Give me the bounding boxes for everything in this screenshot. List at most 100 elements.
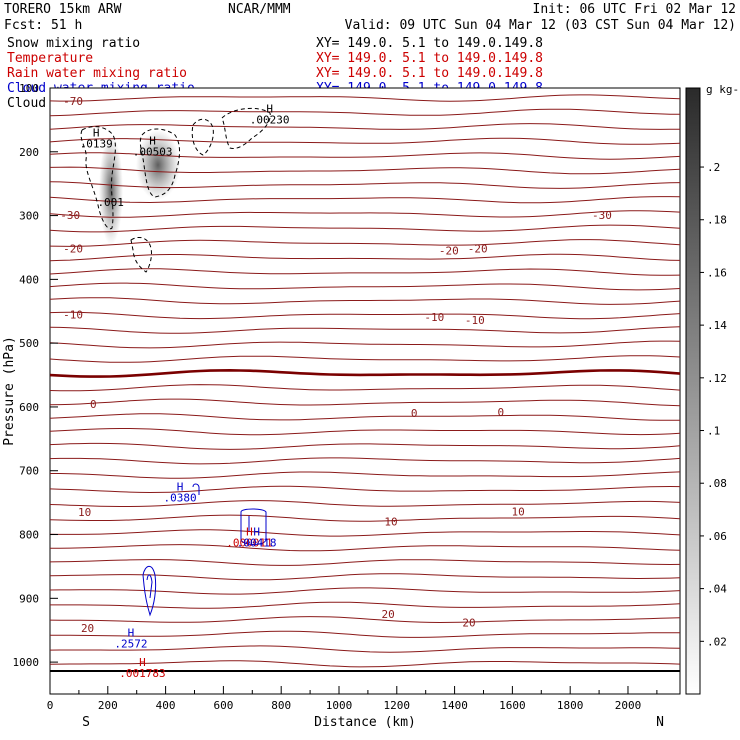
temperature-label: -10 [63,308,83,321]
field-legend-xy: XY= 149.0. 5.1 to 149.0.149.8 [316,66,543,81]
x-tick-label: 200 [98,699,118,712]
x-axis: 0 200 400 600 800 1000 1200 1400 1600 1800 2000 [47,686,658,712]
colorbar-tick-label: .18 [707,214,727,227]
org-label: NCAR/MMM [228,2,291,17]
colorbar-tick-label: .04 [707,583,727,596]
temperature-label: 0 [498,406,505,419]
field-legend-xy: XY= 149.0. 5.1 to 149.0.149.8 [316,36,543,51]
ice-contour-1 [80,126,116,230]
ice-contours [80,107,271,273]
maximum-marker: H [128,626,135,639]
isotherm [50,559,680,566]
maximum-value: .00503 [133,146,173,159]
y-tick-label: 300 [19,210,39,223]
maximum-value: .00230 [250,114,290,127]
y-tick-label: 1000 [13,656,40,669]
maximum-value: .000011 [226,537,272,550]
maximum-value: .2572 [114,637,147,650]
isotherm [50,326,680,334]
cloud-water-contour-1 [192,483,200,495]
temperature-label: 10 [384,516,397,529]
temperature-label: 10 [512,505,525,518]
maximum-marker: H [177,480,184,493]
maximum-marker: H [149,135,156,148]
maximum-marker: H [266,103,273,116]
valid-time-label: Valid: 09 UTC Sun 04 Mar 12 (03 CST Sun … [345,18,736,33]
isotherm [50,152,680,160]
isotherm [50,630,680,638]
isotherm [50,268,680,276]
zero-isotherm [50,368,680,378]
isotherm [50,601,680,609]
isotherm [50,108,680,117]
isotherm [50,616,680,624]
y-axis-title: Pressure (hPa) [2,336,17,446]
ice-contour-2 [139,128,180,198]
maximum-value: .001 [97,196,124,209]
isotherm [50,181,680,189]
chart-header: TORERO 15km ARW NCAR/MMM Init: 06 UTC Fr… [4,2,736,33]
temperature-label: -10 [465,314,485,327]
isotherm [50,196,680,204]
temperature-label: -20 [468,243,488,256]
x-tick-label: 600 [213,699,233,712]
temperature-label: 0 [90,398,97,411]
isotherm [50,166,680,175]
x-tick-label: 2000 [615,699,642,712]
isotherm [50,485,680,494]
temperature-label: 20 [462,616,475,629]
x-tick-label: 1000 [326,699,353,712]
colorbar-tick-label: .12 [707,372,727,385]
temperature-label: 0 [411,407,418,420]
colorbar-ticks: .02 .04 .06 .08 .1 .12 .14 .16 .18 .2 [700,161,727,648]
y-tick-label: 700 [19,465,39,478]
ice-contour-5 [130,236,152,273]
x-axis-title: Distance (km) [314,715,416,730]
isotherm [50,645,680,653]
colorbar-tick-label: .06 [707,530,727,543]
temperature-label: -30 [60,209,80,222]
x-tick-label: 1800 [557,699,584,712]
isotherm [50,587,680,595]
maximum-marker: H [139,656,146,669]
colorbar-tick-label: .2 [707,161,720,174]
colorbar-tick-label: .16 [707,266,727,279]
maximum-marker: H [93,126,100,139]
isotherm [50,224,680,233]
temperature-label: 20 [81,622,94,635]
cloud-water-contours [142,483,267,617]
y-tick-label: 800 [19,529,39,542]
init-label: Init: 06 UTC Fri 02 Mar 12 [533,2,737,17]
y-tick-label: 100 [19,82,39,95]
x-tick-label: 1200 [384,699,411,712]
isotherm [50,311,680,320]
temperature-labels: -70 -30 -30 -20 -20 -20 -10 -10 -10 0 0 0 10 10 10 20 20… [60,95,612,635]
model-label: TORERO 15km ARW [4,2,122,17]
ice-contour-3 [191,118,214,156]
isotherm [50,514,680,522]
y-axis: 100 200 300 400 500 600 700 800 900 1000 [13,82,58,669]
temperature-label: -30 [592,209,612,222]
isotherm [50,529,680,537]
isotherm [50,544,680,552]
temperature-isotherms [50,94,680,668]
x-tick-label: 400 [156,699,176,712]
field-legend-name: Snow mixing ratio [7,36,140,51]
forecast-hour-label: Fcst: 51 h [4,18,82,33]
isotherm [50,384,680,392]
isotherm [50,660,680,668]
x-axis-north-label: N [656,715,664,730]
colorbar-tick-label: .02 [707,635,727,648]
isotherm [50,123,680,130]
temperature-label: -70 [63,95,83,108]
y-tick-label: 400 [19,273,39,286]
x-tick-label: 800 [271,699,291,712]
cloud-water-contour-4 [142,565,157,617]
x-tick-label: 0 [47,699,54,712]
isotherm [50,355,680,363]
isotherm [50,282,680,291]
cloud-water-contour-2 [240,508,267,545]
temperature-label: -20 [63,243,83,256]
maximum-value: .0139 [80,137,113,150]
